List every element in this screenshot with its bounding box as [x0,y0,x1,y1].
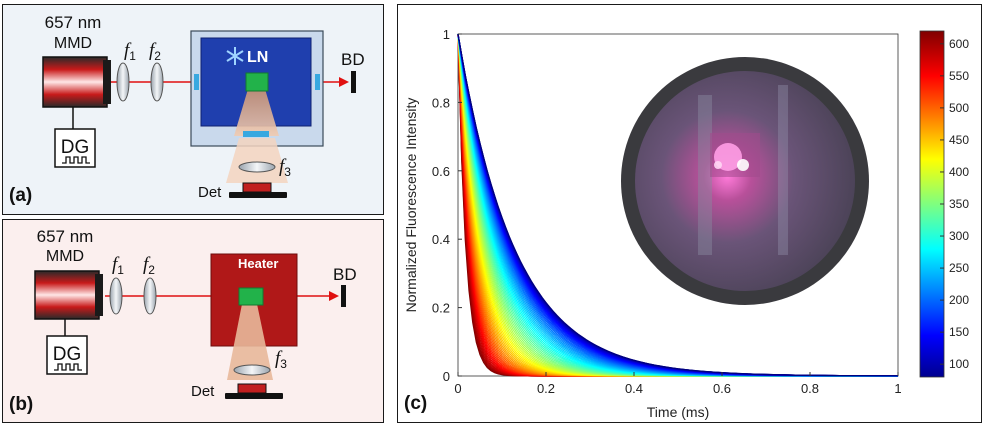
beam-dump [351,71,356,93]
x-tick-label: 0.4 [625,381,643,396]
pulse-icon [54,363,82,371]
panel-b-tag: (b) [9,394,33,415]
panel-a-ln-setup: 657 nm MMD DG f1 f2 LN BD [2,4,384,215]
decay-curves-chart: 0 0.2 0.4 0.6 0.8 1 00.20.40.60.81 Time (ms) … [403,27,969,420]
colorbar-tick-label: 300 [949,229,969,243]
delay-generator-box [54,128,96,168]
colorbar-tick-label: 450 [949,133,969,147]
colorbar-tick-label: 200 [949,293,969,307]
colorbar-tick-label: 600 [949,37,969,51]
detector-label: Det [198,184,222,201]
x-tick-label: 0.2 [537,381,555,396]
colorbar-tick-label: 500 [949,101,969,115]
lens-f3-label: f3 [279,156,291,179]
panel-a-tag: (a) [9,185,32,206]
colorbar-ticks: 600 550 500 450 400 350 300 250 200 150 100 [940,37,969,371]
detector-head [237,383,267,394]
lens-f3 [233,364,271,376]
fluorescence-cone [234,89,279,136]
y-axis-ticks: 0 0.2 0.4 0.6 0.8 1 [432,27,462,384]
panel-c-decay-chart: 0 0.2 0.4 0.6 0.8 1 0 0.2 0.4 0.6 0.8 1 Time (ms) … [397,4,982,423]
lens-f1-label: f1 [112,254,124,277]
crystal-sample [245,72,269,92]
lens-f1 [109,277,123,315]
colorbar-tick-label: 150 [949,325,969,339]
mmd-laser-icon [34,270,103,320]
x-axis-ticks: 0 0.2 0.4 0.6 0.8 1 [454,372,902,396]
lens-f3-label: f3 [275,348,287,371]
panel-b-heater-setup: 657 nm MMD DG f1 f2 Heater BD f3 Det (b) [2,219,384,423]
beam-dump-label: BD [341,50,365,69]
x-tick-label: 0.6 [713,381,731,396]
panel-c-tag: (c) [404,393,428,414]
detector-head [242,182,272,193]
colorbar-tick-label: 250 [949,261,969,275]
beam-dump [341,285,346,307]
beam-arrowhead [339,77,349,87]
decay-curves [457,33,899,377]
y-tick-label: 1 [443,27,450,42]
decay-curve [457,33,898,377]
colorbar-tick-label: 550 [949,69,969,83]
snowflake-icon [226,47,244,65]
x-tick-label: 0.8 [801,381,819,396]
generator-label: DG [53,344,82,365]
delay-generator-box [46,335,88,375]
crystal-sample [238,287,264,306]
ln-setup-diagram: 657 nm MMD DG f1 f2 LN BD [9,13,365,206]
y-tick-label: 0.4 [432,232,450,247]
source-label: MMD [46,248,84,265]
beam-arrowhead [329,291,339,301]
lens-f3 [238,161,276,173]
colorbar-tick-label: 350 [949,197,969,211]
y-axis-label: Normalized Fluorescence Intensity [403,98,419,313]
x-tick-label: 1 [894,381,901,396]
detector-base [225,393,283,399]
y-tick-label: 0.6 [432,164,450,179]
detector-label: Det [191,383,215,400]
window-left [194,74,199,90]
x-axis-label: Time (ms) [647,404,709,420]
window-bottom [243,131,269,137]
colorbar-tick-label: 100 [949,357,969,371]
fluorescence-cone-out [226,138,288,183]
lens-f2 [150,62,164,102]
y-tick-label: 0 [443,369,450,384]
lens-f2-label: f2 [149,40,161,63]
mmd-laser-icon [42,56,111,108]
beam-dump-label: BD [333,265,357,284]
chamber-label: Heater [238,256,278,271]
y-tick-label: 0.2 [432,301,450,316]
lens-f1-label: f1 [124,40,136,63]
x-tick-label: 0 [454,381,461,396]
generator-label: DG [61,137,90,158]
window-right [315,74,320,90]
wavelength-label: 657 nm [45,13,102,32]
lens-f2 [143,277,157,315]
wavelength-label: 657 nm [37,227,94,246]
y-tick-label: 0.8 [432,95,450,110]
detector-base [229,192,287,198]
pulse-icon [62,156,90,164]
fluorescence-cone [227,304,273,380]
heater-setup-diagram: 657 nm MMD DG f1 f2 Heater BD f3 Det (b) [9,227,357,415]
source-label: MMD [54,35,92,52]
colorbar-tick-label: 400 [949,165,969,179]
lens-f2-label: f2 [143,254,155,277]
inset-viewport-photo [621,57,869,305]
lens-f1 [116,62,130,102]
chamber-label: LN [247,49,268,66]
